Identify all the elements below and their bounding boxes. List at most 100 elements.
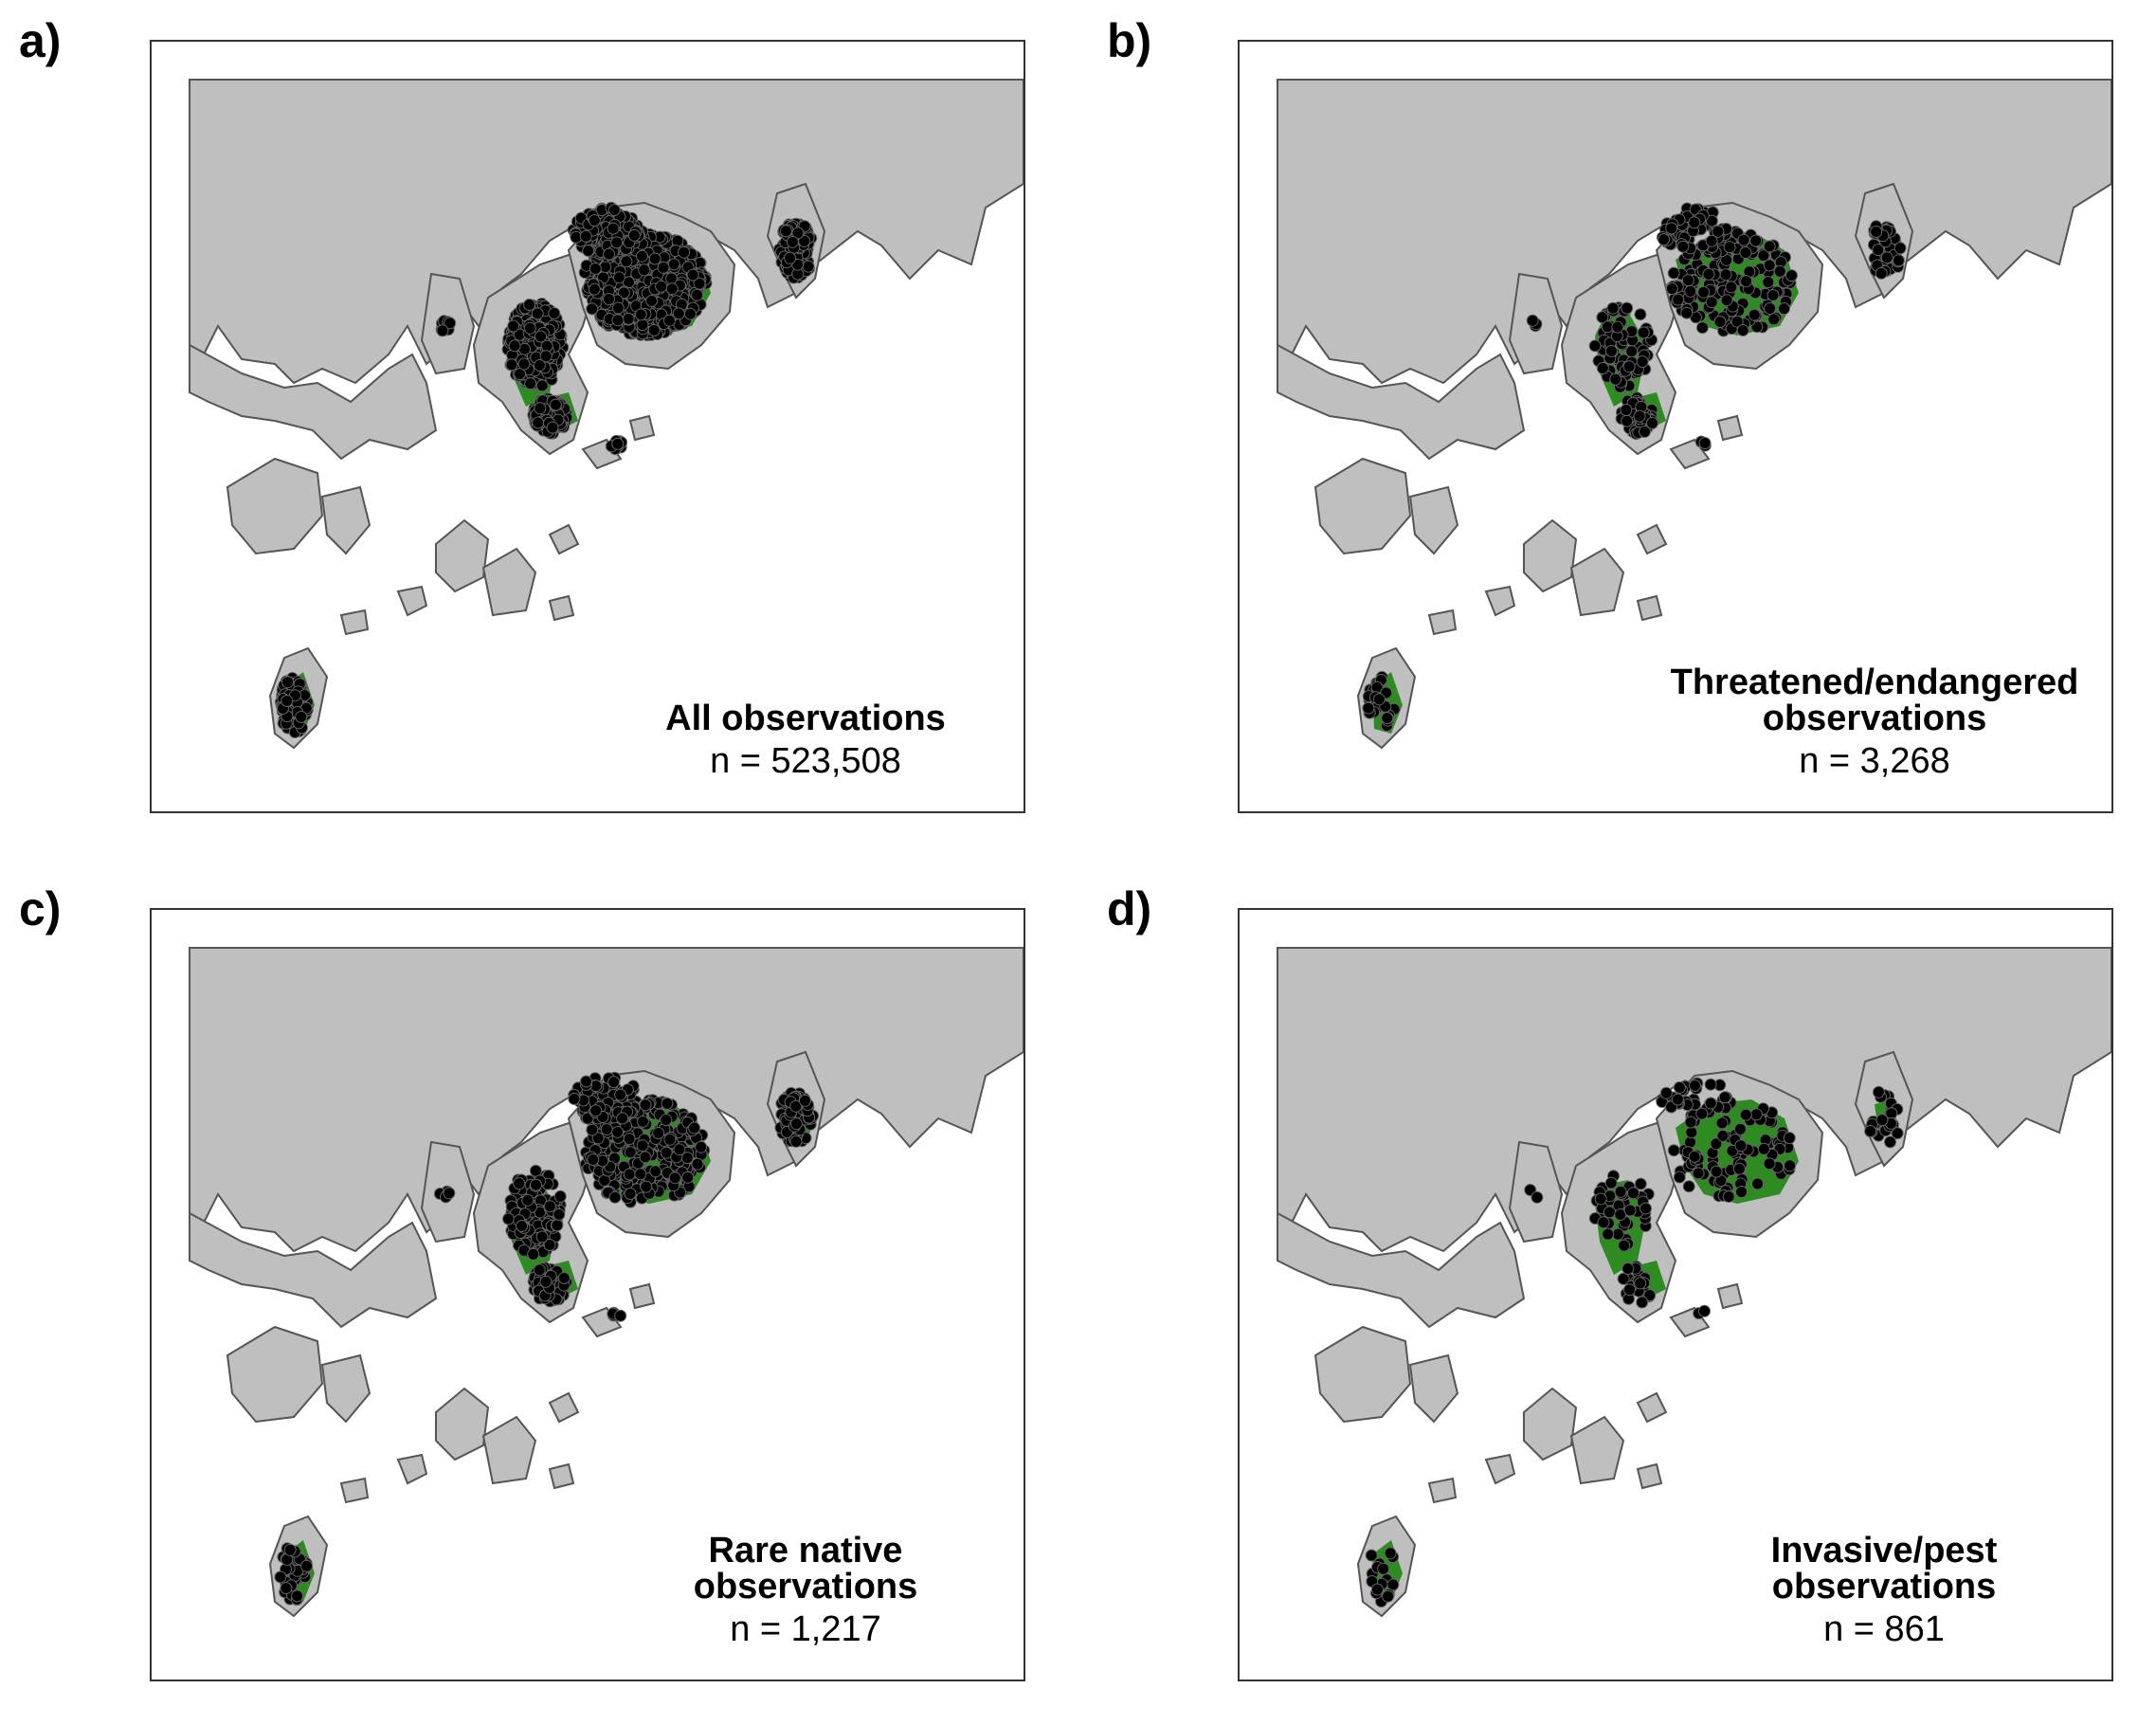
observation-point — [443, 1187, 456, 1200]
land-7 — [1408, 1353, 1459, 1424]
observation-point — [1597, 1216, 1610, 1229]
observation-point — [1719, 268, 1732, 281]
map-canvas — [189, 947, 1024, 1618]
observation-point — [1695, 321, 1709, 335]
land-11 — [396, 1453, 428, 1485]
land-15 — [1636, 523, 1668, 555]
land-9 — [1569, 1415, 1625, 1485]
observation-point — [1643, 1289, 1657, 1302]
panel-c-map: Rare native observations n = 1,217 — [150, 908, 1025, 1681]
panel-title: Invasive/pest — [1770, 1531, 1998, 1571]
observation-point — [647, 323, 661, 336]
observation-point — [657, 261, 670, 274]
observation-point — [1892, 254, 1905, 267]
observation-point — [1757, 1142, 1770, 1155]
observation-point — [535, 379, 549, 392]
observation-point — [1658, 233, 1671, 246]
observation-point — [1784, 1159, 1797, 1172]
panel-a-caption: All observations n = 523,508 — [607, 700, 1005, 782]
observation-point — [1705, 234, 1718, 247]
observation-point — [1659, 1086, 1673, 1099]
observation-point — [1680, 306, 1694, 319]
observation-point — [1609, 372, 1622, 386]
land-1 — [189, 343, 438, 461]
observation-point — [1725, 281, 1738, 294]
observation-point — [300, 1559, 314, 1572]
observation-point — [607, 1076, 621, 1089]
observation-point — [1684, 1116, 1697, 1129]
land-16 — [339, 608, 370, 636]
land-16 — [1427, 1477, 1458, 1504]
observation-point — [655, 280, 668, 293]
observation-point — [649, 1165, 662, 1178]
observation-point — [640, 1180, 653, 1193]
observation-point — [1594, 1192, 1607, 1206]
observation-point — [546, 421, 559, 434]
observation-point — [789, 1117, 803, 1131]
observation-point — [636, 1139, 649, 1153]
observation-point — [1740, 275, 1753, 288]
observation-point — [1733, 1122, 1747, 1135]
observation-point — [789, 1099, 803, 1113]
map-canvas — [1277, 79, 2111, 750]
observation-point — [1646, 416, 1658, 429]
observation-point — [1665, 222, 1678, 235]
observation-point — [530, 1178, 543, 1191]
observation-point — [534, 330, 547, 343]
observation-point — [665, 282, 679, 296]
observation-point — [611, 1125, 625, 1138]
observation-point — [672, 307, 685, 320]
observation-point — [1667, 1144, 1680, 1157]
land-8 — [1523, 1387, 1578, 1462]
observation-point — [291, 1589, 304, 1603]
observation-point — [548, 307, 561, 319]
panel-d-caption: Invasive/pest observations n = 861 — [1685, 1533, 2083, 1650]
observation-point — [586, 302, 599, 316]
observation-point — [1667, 266, 1680, 280]
observation-point — [508, 339, 521, 353]
observation-point — [1712, 225, 1725, 238]
observation-point — [1620, 404, 1633, 416]
observation-point — [1526, 314, 1539, 327]
observation-point — [611, 437, 625, 450]
observation-point — [678, 245, 691, 259]
observation-point — [673, 1143, 686, 1156]
observation-point — [1702, 267, 1715, 281]
observation-point — [1713, 316, 1727, 328]
observation-point — [1617, 1272, 1630, 1285]
observation-point — [636, 249, 648, 263]
observation-point — [589, 1104, 603, 1117]
observation-point — [695, 1140, 708, 1153]
observation-point — [623, 1168, 636, 1181]
observation-point — [683, 307, 697, 320]
land-9 — [481, 1415, 537, 1485]
observation-point — [505, 358, 518, 372]
observation-point — [624, 1146, 637, 1159]
observation-point — [691, 288, 704, 301]
observation-point — [588, 214, 601, 227]
observation-point — [1602, 1227, 1615, 1241]
observation-point — [638, 263, 651, 277]
land-1 — [1277, 343, 1526, 461]
observation-point — [614, 1088, 627, 1101]
observation-point — [1639, 426, 1651, 438]
observation-point — [1622, 360, 1636, 373]
observation-point — [607, 204, 621, 217]
land-15 — [548, 523, 580, 555]
observation-point — [295, 710, 308, 723]
observation-point — [1382, 1589, 1395, 1603]
observation-point — [1688, 1150, 1701, 1163]
observation-point — [1614, 1185, 1627, 1198]
observation-point — [283, 1543, 297, 1556]
land-14 — [628, 414, 656, 442]
observation-point — [1611, 1227, 1624, 1241]
observation-point — [660, 1146, 673, 1159]
observation-point — [1634, 308, 1647, 321]
land-14 — [628, 1282, 656, 1310]
observation-point — [1716, 1129, 1730, 1142]
observation-point — [557, 1272, 571, 1284]
observation-point — [553, 1189, 567, 1203]
observation-point — [789, 1135, 803, 1148]
observation-point — [1596, 311, 1609, 324]
observation-point — [1749, 1108, 1763, 1121]
